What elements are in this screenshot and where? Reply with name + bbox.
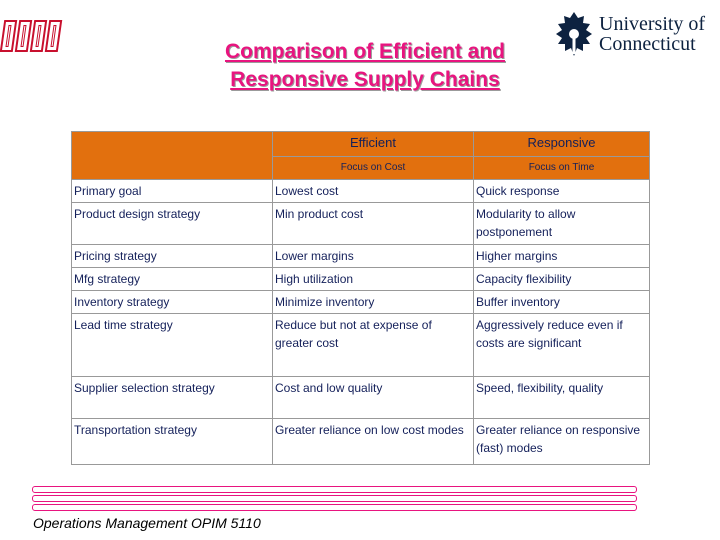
row-label: Transportation strategy (71, 418, 273, 465)
oak-leaf-icon (556, 12, 592, 56)
header-efficient: Efficient (272, 131, 474, 157)
table-row: Inventory strategy Minimize inventory Bu… (71, 290, 650, 314)
responsive-cell: Speed, flexibility, quality (473, 376, 650, 419)
row-label: Supplier selection strategy (71, 376, 273, 419)
table-row: Mfg strategy High utilization Capacity f… (71, 267, 650, 291)
efficient-cell: High utilization (272, 267, 474, 291)
title-line-1: Comparison of Efficient and (224, 40, 505, 63)
row-label: Product design strategy (71, 202, 273, 245)
row-label: Mfg strategy (71, 267, 273, 291)
responsive-cell: Higher margins (473, 244, 650, 268)
footer-course-title: Operations Management OPIM 5110 (33, 515, 261, 531)
efficient-cell: Lower margins (272, 244, 474, 268)
responsive-cell: Modularity to allow postponement (473, 202, 650, 245)
title-line-2: Responsive Supply Chains (230, 68, 500, 91)
table-subheader-row: Focus on Cost Focus on Time (72, 156, 650, 180)
row-label: Pricing strategy (71, 244, 273, 268)
slide-title: Comparison of Efficient and Responsive S… (160, 38, 570, 94)
table-header-row: Efficient Responsive (71, 131, 650, 180)
table-row: Lead time strategy Reduce but not at exp… (71, 313, 650, 377)
row-label: Primary goal (71, 179, 273, 203)
efficient-cell: Greater reliance on low cost modes (272, 418, 474, 465)
efficient-cell: Min product cost (272, 202, 474, 245)
stripe (32, 495, 637, 502)
responsive-cell: Capacity flexibility (473, 267, 650, 291)
logo-bar (44, 20, 63, 52)
header-blank-cell (71, 131, 273, 180)
stripe (32, 486, 637, 493)
table-row: Product design strategy Min product cost… (71, 202, 650, 245)
subheader-responsive: Focus on Time (473, 156, 650, 180)
responsive-cell: Greater reliance on responsive (fast) mo… (473, 418, 650, 465)
row-label: Inventory strategy (71, 290, 273, 314)
subheader-efficient: Focus on Cost (272, 156, 474, 180)
header-responsive: Responsive (473, 131, 650, 157)
stripe (32, 504, 637, 511)
efficient-cell: Lowest cost (272, 179, 474, 203)
university-name-line-2: Connecticut (599, 33, 696, 55)
table-row: Transportation strategy Greater reliance… (71, 418, 650, 465)
corner-logo-icon (0, 20, 68, 54)
table-row: Pricing strategy Lower margins Higher ma… (71, 244, 650, 268)
table-row: Supplier selection strategy Cost and low… (71, 376, 650, 419)
efficient-cell: Reduce but not at expense of greater cos… (272, 313, 474, 377)
responsive-cell: Quick response (473, 179, 650, 203)
responsive-cell: Buffer inventory (473, 290, 650, 314)
comparison-table: Efficient Responsive Focus on Cost Focus… (71, 131, 650, 465)
footer-stripes (32, 486, 637, 513)
university-name-line-1: University of (599, 13, 706, 35)
efficient-cell: Cost and low quality (272, 376, 474, 419)
row-label: Lead time strategy (71, 313, 273, 377)
university-name: University of Connecticut (599, 14, 705, 54)
university-logo: University of Connecticut (553, 10, 717, 58)
efficient-cell: Minimize inventory (272, 290, 474, 314)
responsive-cell: Aggressively reduce even if costs are si… (473, 313, 650, 377)
table-row: Primary goal Lowest cost Quick response (71, 179, 650, 203)
